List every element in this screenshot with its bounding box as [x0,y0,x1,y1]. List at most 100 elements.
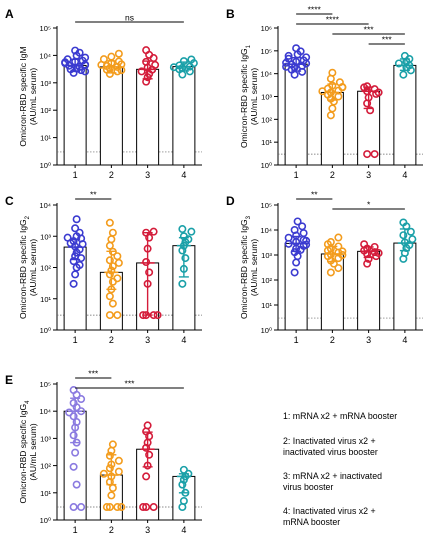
y-tick-label: 10² [40,106,51,115]
y-axis-label-units: (AU/mL serum) [28,423,38,480]
data-point-group-2 [113,274,122,283]
legend-line: mRNA booster [283,517,340,527]
data-point-group-3 [366,106,375,115]
data-point-group-2 [105,503,114,512]
x-tick-label: 1 [294,170,299,180]
data-point-group-1 [77,395,86,404]
y-axis-label-main: Omicron-RBD specific IgM [18,46,28,146]
significance-label: **** [308,5,322,15]
y-tick-label: 10³ [261,93,272,102]
y-tick-label: 10³ [261,251,272,260]
data-point-group-1 [72,215,81,224]
data-point-group-3 [145,450,154,459]
significance-label: * [367,200,371,210]
bar-group-1 [63,64,87,166]
data-point-group-2 [117,66,126,75]
data-point-group-3 [137,67,146,76]
data-point-group-1 [302,240,311,249]
legend-line: 4: Inactivated virus x2 + [283,506,376,516]
data-point-group-2 [326,238,335,247]
legend: 1: mRNA x2 + mRNA booster 2: Inactivated … [283,411,397,527]
data-point-group-2 [334,264,343,273]
x-tick-label: 2 [330,170,335,180]
x-tick-label: 2 [109,525,114,535]
significance-label: *** [88,369,99,379]
data-point-group-2 [114,467,123,476]
y-tick-label: 10⁰ [40,161,51,170]
y-axis-label-units: (AU/mL serum) [28,68,38,125]
data-point-group-2 [105,311,114,320]
x-tick-label: 4 [181,335,186,345]
x-tick-label: 3 [145,525,150,535]
y-axis-label-units: (AU/mL serum) [249,239,259,296]
data-point-group-2 [338,83,347,92]
x-tick-label: 1 [73,335,78,345]
x-tick-label: 1 [294,335,299,345]
data-point-group-1 [292,44,301,53]
data-point-group-1 [61,58,70,67]
data-point-group-4 [181,254,190,263]
data-point-group-2 [105,256,114,265]
data-point-group-2 [338,247,347,256]
y-axis-label-subscript: 1 [246,44,252,48]
data-point-group-1 [75,261,84,270]
data-point-group-3 [363,259,372,268]
data-point-group-2 [105,218,114,227]
data-point-group-2 [97,60,106,69]
legend-line: 2: Inactivated virus x2 + [283,436,376,446]
data-point-group-1 [284,51,293,60]
data-point-group-2 [107,491,116,500]
y-tick-label: 10¹ [40,134,51,143]
data-point-group-4 [179,496,188,505]
data-point-group-2 [105,270,114,279]
y-tick-label: 10⁴ [39,51,51,60]
y-tick-label: 10² [261,115,272,124]
y-tick-label: 10⁵ [261,201,272,210]
data-point-group-2 [113,67,122,76]
y-tick-label: 10⁵ [40,24,51,33]
data-point-group-3 [363,82,372,91]
data-point-group-2 [108,228,117,237]
x-tick-label: 4 [181,525,186,535]
data-point-group-2 [107,235,116,244]
data-point-group-2 [105,464,114,473]
x-tick-label: 1 [73,525,78,535]
data-point-group-2 [105,241,114,250]
data-point-group-4 [178,279,187,288]
data-point-group-4 [408,235,417,244]
data-point-group-1 [69,386,78,395]
data-point-group-2 [105,451,114,460]
data-point-group-1 [302,236,311,245]
panel-letter: B [226,7,235,21]
data-point-group-3 [142,503,151,512]
y-axis-label: Omicron-RBD specific IgG3 [239,215,252,319]
significance-label: ** [90,190,97,200]
data-point-group-2 [114,456,123,465]
y-axis-label-subscript: 3 [246,215,252,219]
bar-group-1 [284,242,308,331]
data-point-group-4 [399,231,408,240]
data-point-group-2 [113,503,122,512]
x-tick-label: 4 [181,170,186,180]
x-tick-label: 1 [73,170,78,180]
data-point-group-1 [69,503,78,512]
data-point-group-3 [374,249,383,258]
y-tick-label: 10⁰ [40,516,51,525]
data-point-group-3 [145,268,154,277]
data-point-group-1 [69,431,78,440]
y-tick-label: 10⁵ [261,47,272,56]
significance-label: ** [311,190,318,200]
data-point-group-2 [334,233,343,242]
x-tick-label: 3 [366,170,371,180]
y-axis-label-units: (AU/mL serum) [28,239,38,296]
bar-group-2 [99,66,123,166]
data-point-group-2 [117,503,126,512]
data-point-group-2 [105,292,114,301]
data-point-group-3 [370,150,379,159]
y-axis-label-units: (AU/mL serum) [249,68,259,125]
y-axis-label-subscript: 4 [25,400,31,404]
data-point-group-1 [71,46,80,55]
data-point-group-1 [81,67,90,76]
